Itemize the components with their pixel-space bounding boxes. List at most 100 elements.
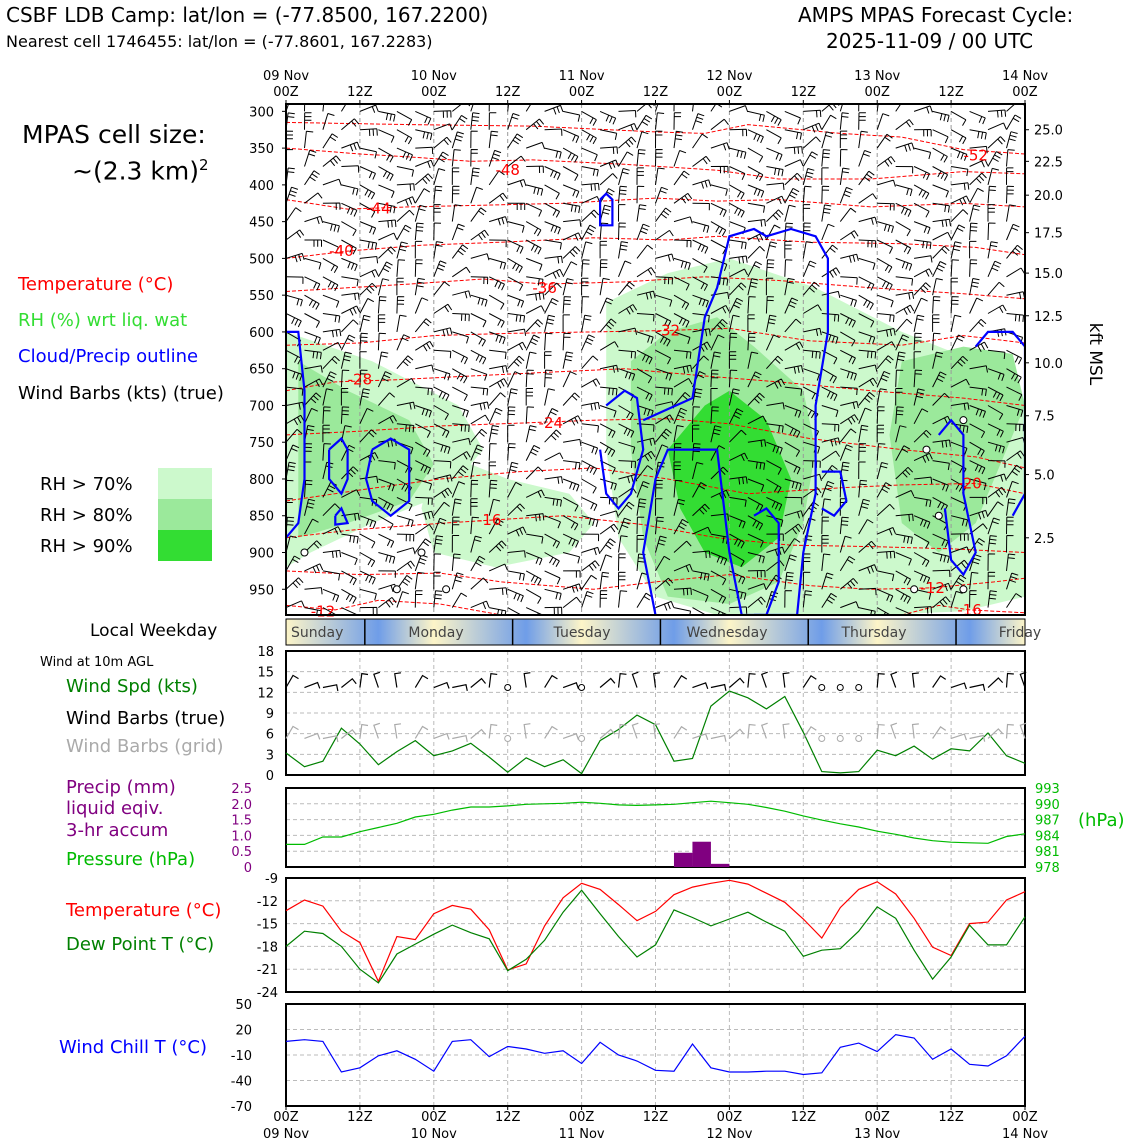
wind-barb-722: [747, 515, 764, 531]
wind-barb-837: [821, 553, 831, 571]
wind-barb-190: [396, 515, 414, 528]
wind-barb-314: [489, 216, 508, 226]
wind-barb-885: [858, 407, 872, 424]
wind-barb-523: [618, 460, 636, 469]
temperature-contour-11: [286, 599, 502, 615]
wind-barb-544: [636, 331, 654, 344]
wind10-grid-barb-25: [747, 723, 756, 739]
wind-barb-428: [562, 246, 581, 259]
wind-barb-615: [673, 607, 692, 615]
wind-barb-731: [766, 166, 784, 177]
wind-barb-297: [470, 414, 490, 425]
wind10-panel-frame: [285, 650, 1026, 776]
top-hour-label-2: 00Z: [421, 85, 447, 100]
wind-barb-332: [488, 540, 507, 553]
wind-barb-265: [452, 349, 468, 365]
wind-barb-730: [766, 147, 783, 162]
wind-barb-783: [784, 590, 792, 608]
wind-barb-92: [341, 257, 358, 272]
wind-barb-746: [766, 441, 783, 455]
wind-barb-117: [359, 202, 376, 218]
wind-barb-686: [728, 351, 737, 369]
wind-barb-164: [378, 552, 396, 564]
wind-barb-29: [304, 112, 312, 130]
wind-barb-998: [932, 439, 951, 448]
wind-barb-44: [304, 392, 322, 406]
wind-barb-510: [618, 204, 626, 222]
top-date-label-6: 12 Nov: [706, 69, 752, 84]
wind-barb-1061: [969, 554, 982, 572]
wind-barb-892: [858, 540, 877, 553]
wind-barb-6: [286, 207, 302, 222]
wind-barb-169: [396, 129, 413, 145]
wind-barb-167: [378, 597, 397, 608]
wind-barb-870: [858, 130, 868, 149]
wind-barb-284: [470, 167, 480, 185]
wind-barb-595: [673, 239, 692, 248]
wind-barb-579: [655, 444, 669, 461]
wind-barb-2: [286, 130, 294, 149]
wind-barb-479: [599, 159, 619, 170]
wind-barb-640: [692, 550, 711, 559]
wind-barb-971: [913, 452, 933, 463]
wind-barb-304: [470, 535, 482, 553]
windchill-line: [285, 1033, 1026, 1076]
wind-barb-248: [433, 535, 444, 553]
wind-barb-1100: [1006, 244, 1023, 259]
wind-barb-639: [692, 526, 712, 535]
wind-barb-598: [673, 294, 690, 310]
wind-barb-112: [359, 104, 379, 113]
wind-barb-973: [914, 496, 932, 508]
wind-barb-551: [636, 450, 656, 462]
wind-barb-498: [599, 510, 619, 518]
wind-barb-132: [359, 475, 379, 484]
wind-barb-204: [414, 240, 423, 259]
windchill-ytick-3: 20: [235, 1024, 252, 1039]
wind-barb-836: [821, 535, 829, 553]
wind-barb-202: [414, 204, 427, 222]
wind-barb-1093: [1006, 114, 1022, 130]
wind10-true-barb-35: [932, 675, 947, 688]
wind-barb-480: [599, 173, 618, 186]
wind-barb-20: [286, 461, 296, 480]
cloud-outline-4: [599, 192, 614, 227]
wind-barb-1123: [1024, 149, 1025, 167]
wind10-true-barb-26: [760, 671, 768, 688]
wind-barb-70: [322, 355, 340, 370]
wind-barb-1085: [987, 486, 1007, 498]
wind-barb-986: [932, 218, 951, 228]
wind-barb-835: [821, 516, 829, 535]
wind-barb-1039: [969, 158, 989, 168]
wind-barb-950: [895, 588, 911, 604]
precip-bar-2: [710, 863, 730, 867]
wind-barb-259: [451, 223, 465, 241]
wind-barb-173: [396, 196, 416, 207]
wind-barb-990: [932, 278, 943, 296]
wind-barb-849: [840, 276, 858, 285]
wind10-true-barb-7: [414, 674, 429, 688]
wind-barb-127: [359, 369, 368, 388]
wind-barb-357: [507, 481, 522, 498]
wind-barb-28: [304, 104, 306, 112]
wind-barb-468: [581, 478, 597, 494]
wind-barb-238: [433, 368, 451, 381]
wind-barb-555: [636, 516, 645, 535]
wind-barb-1012: [951, 182, 970, 191]
wind10-header: Wind at 10m AGL: [40, 655, 154, 670]
wind-barb-400: [544, 255, 563, 264]
wind-barb-512: [618, 241, 629, 259]
wind-barb-573: [655, 349, 672, 365]
wind-barb-917: [876, 482, 892, 498]
wind-barb-1096: [1006, 167, 1014, 185]
wind-barb-3: [286, 149, 294, 167]
wind-barb-183: [396, 377, 416, 388]
wind-barb-226: [433, 136, 452, 149]
wind-barb-878: [858, 294, 874, 310]
precip-ytick-5: 2.5: [231, 782, 252, 797]
wind-barb-280: [470, 104, 474, 112]
wind-barb-669: [710, 570, 727, 586]
cycle-title: AMPS MPAS Forecast Cycle:: [798, 3, 1074, 27]
wind-barb-385: [525, 489, 545, 498]
wind-barb-170: [396, 147, 413, 162]
wind-barb-189: [396, 496, 413, 512]
